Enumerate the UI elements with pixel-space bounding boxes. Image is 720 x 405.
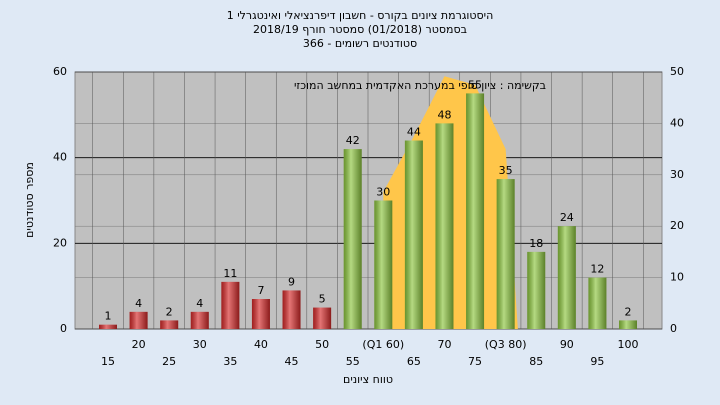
value-label: 7 [257,284,264,297]
y2-tick-label: 10 [670,271,684,284]
bar-shade [404,140,423,329]
bar-shade [313,307,332,329]
x-tick-label: 55 [346,355,360,368]
bar-shade [190,311,209,329]
x-tick-label: (Q3 80) [485,338,527,351]
value-label: 2 [166,305,173,318]
x-tick-label: 85 [529,355,543,368]
y2-tick-label: 0 [670,322,677,335]
x-tick-label: (Q1 60) [362,338,404,351]
x-tick-label: 40 [254,338,268,351]
annotation: בקשימה : ציון סופי במערכת האקדמית במחשב … [294,79,546,92]
value-label: 11 [223,267,237,280]
bar-shade [251,299,270,329]
x-tick-label: 50 [315,338,329,351]
value-label: 9 [288,275,295,288]
bar-shade [221,281,240,329]
bar-shade [496,179,515,329]
bar-shade [527,251,546,329]
value-label: 4 [196,297,203,310]
value-label: 35 [499,164,513,177]
bar-shade [282,290,301,329]
value-label: 2 [625,305,632,318]
bar-shade [619,320,637,329]
value-label: 12 [590,263,604,276]
x-tick-label: 95 [590,355,604,368]
value-label: 1 [105,310,112,323]
value-label: 30 [376,186,390,199]
y-tick-label: 0 [60,322,67,335]
x-tick-label: 90 [560,338,574,351]
value-label: 42 [346,134,360,147]
y-tick-label: 60 [53,65,67,78]
x-tick-label: 70 [437,338,451,351]
bar-shade [343,149,362,329]
bar-shade [435,123,454,330]
x-tick-label: 25 [162,355,176,368]
value-label: 4 [135,297,142,310]
bar-shade [588,277,607,329]
y2-tick-label: 40 [670,116,684,129]
bar-shade [99,324,117,329]
value-label: 55 [468,78,482,91]
x-tick-label: 65 [407,355,421,368]
value-label: 48 [437,108,451,121]
bar-shade [466,93,485,330]
x-tick-label: 45 [285,355,299,368]
x-tick-label: 35 [223,355,237,368]
bar-shade [160,320,179,329]
y2-tick-label: 30 [670,168,684,181]
y-tick-label: 40 [53,151,67,164]
bar-shade [129,311,148,329]
value-label: 24 [560,211,574,224]
bar-shade [374,200,393,329]
bar-shade [557,226,576,329]
value-label: 5 [319,293,326,306]
x-tick-label: 75 [468,355,482,368]
x-tick-label: 30 [193,338,207,351]
value-label: 18 [529,237,543,250]
y2-tick-label: 20 [670,219,684,232]
y2-tick-label: 50 [670,65,684,78]
y-tick-label: 20 [53,236,67,249]
title-line: בסמסטר (01/2018) סמסטר חורף 2018/19 [253,23,467,36]
value-label: 44 [407,126,421,139]
title-line: היסטוגרמת ציונים בקורס - חשבון דיפרנציאל… [227,9,494,22]
x-tick-label: 15 [101,355,115,368]
y-axis-label: מספר סטודנטים [23,162,36,238]
x-tick-label: 100 [618,338,639,351]
x-tick-label: 20 [132,338,146,351]
title-line: סטודנטים רשומים - 366 [303,37,417,50]
x-axis-label: טווח ציונים [343,373,393,386]
